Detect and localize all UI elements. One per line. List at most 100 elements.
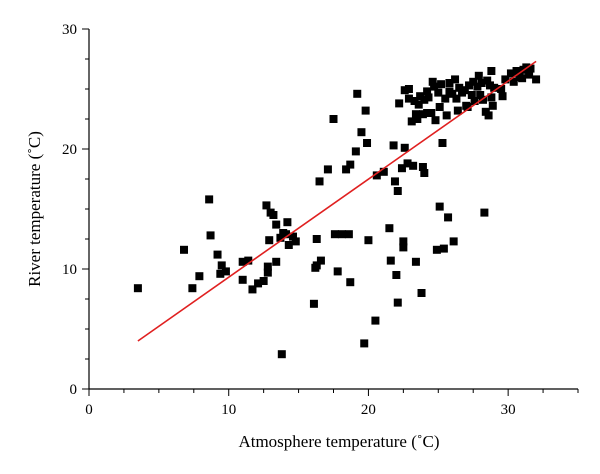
data-point (309, 299, 318, 308)
data-point (430, 82, 439, 91)
data-point (385, 224, 394, 233)
data-point (372, 171, 381, 180)
data-point (488, 101, 497, 110)
data-point (460, 86, 469, 95)
data-point (470, 97, 479, 105)
plot-marks (133, 60, 541, 359)
data-point (438, 139, 447, 147)
data-point (478, 95, 487, 104)
data-point (342, 165, 351, 174)
data-point (180, 245, 189, 254)
data-point (484, 111, 493, 120)
y-tick-label: 30 (62, 22, 77, 38)
data-point (427, 109, 436, 117)
data-point (483, 76, 492, 85)
data-point (217, 261, 226, 270)
data-point (133, 284, 142, 293)
y-axis-title: River temperature (˚C) (25, 131, 44, 287)
data-point (416, 92, 425, 101)
data-point (213, 250, 222, 259)
data-point (434, 88, 443, 97)
data-point (393, 298, 402, 307)
data-point (428, 77, 437, 86)
data-point (262, 201, 271, 210)
data-point (248, 285, 257, 294)
data-point (485, 81, 494, 90)
data-point (509, 77, 518, 86)
data-point (291, 237, 300, 246)
x-axis-ticks: 0 10 20 30 (85, 389, 579, 418)
x-tick-label: 20 (361, 402, 376, 418)
data-point (445, 79, 454, 87)
data-point (363, 139, 372, 147)
data-point (277, 350, 286, 359)
data-point (487, 67, 496, 75)
data-point (420, 169, 429, 177)
data-point (281, 230, 290, 239)
data-point (276, 233, 285, 242)
data-point (316, 256, 325, 265)
data-point (439, 244, 448, 253)
data-point (480, 208, 489, 217)
data-point (452, 94, 461, 103)
data-point (206, 231, 215, 240)
data-point (453, 106, 462, 115)
data-point (205, 195, 214, 204)
data-point (477, 79, 486, 87)
data-point (259, 277, 268, 285)
data-point (455, 83, 464, 92)
data-point (467, 91, 476, 99)
data-point (435, 202, 444, 211)
data-point (400, 86, 409, 95)
data-point (272, 220, 281, 229)
fit-line (137, 60, 537, 342)
data-point (476, 91, 485, 99)
data-point (360, 339, 369, 348)
data-point (497, 85, 506, 93)
data-point (501, 75, 510, 84)
data-point (392, 271, 401, 279)
data-point (272, 257, 281, 266)
data-point (463, 103, 472, 111)
data-point (393, 187, 402, 195)
data-point (449, 237, 458, 246)
data-point (409, 161, 418, 170)
data-point (283, 218, 292, 227)
data-point (418, 110, 427, 119)
data-point (448, 89, 457, 98)
data-point (532, 75, 541, 84)
data-point (431, 116, 440, 125)
data-point (288, 232, 297, 241)
data-point (346, 278, 355, 287)
data-point (441, 94, 450, 103)
data-point (216, 269, 225, 278)
y-axis-ticks: 0 10 20 30 (62, 22, 89, 398)
data-point (435, 103, 444, 111)
data-point (399, 243, 408, 252)
data-point (444, 213, 453, 222)
data-point (418, 163, 427, 171)
data-point (188, 284, 197, 293)
data-point (395, 99, 404, 108)
data-point (442, 111, 451, 120)
data-point (323, 165, 332, 174)
data-point (423, 87, 432, 96)
data-point (407, 117, 416, 126)
data-point (518, 74, 527, 83)
data-point (312, 235, 321, 243)
data-point (333, 267, 342, 276)
data-point (221, 267, 230, 276)
data-point (397, 164, 406, 173)
data-point (432, 245, 441, 254)
data-point (361, 106, 370, 115)
data-point (410, 97, 419, 105)
data-point (490, 83, 499, 92)
data-point (411, 257, 420, 266)
data-point (389, 141, 398, 150)
data-point (399, 237, 408, 246)
data-point (371, 316, 380, 325)
data-point (346, 160, 355, 169)
data-point (353, 89, 362, 98)
data-point (526, 64, 535, 73)
